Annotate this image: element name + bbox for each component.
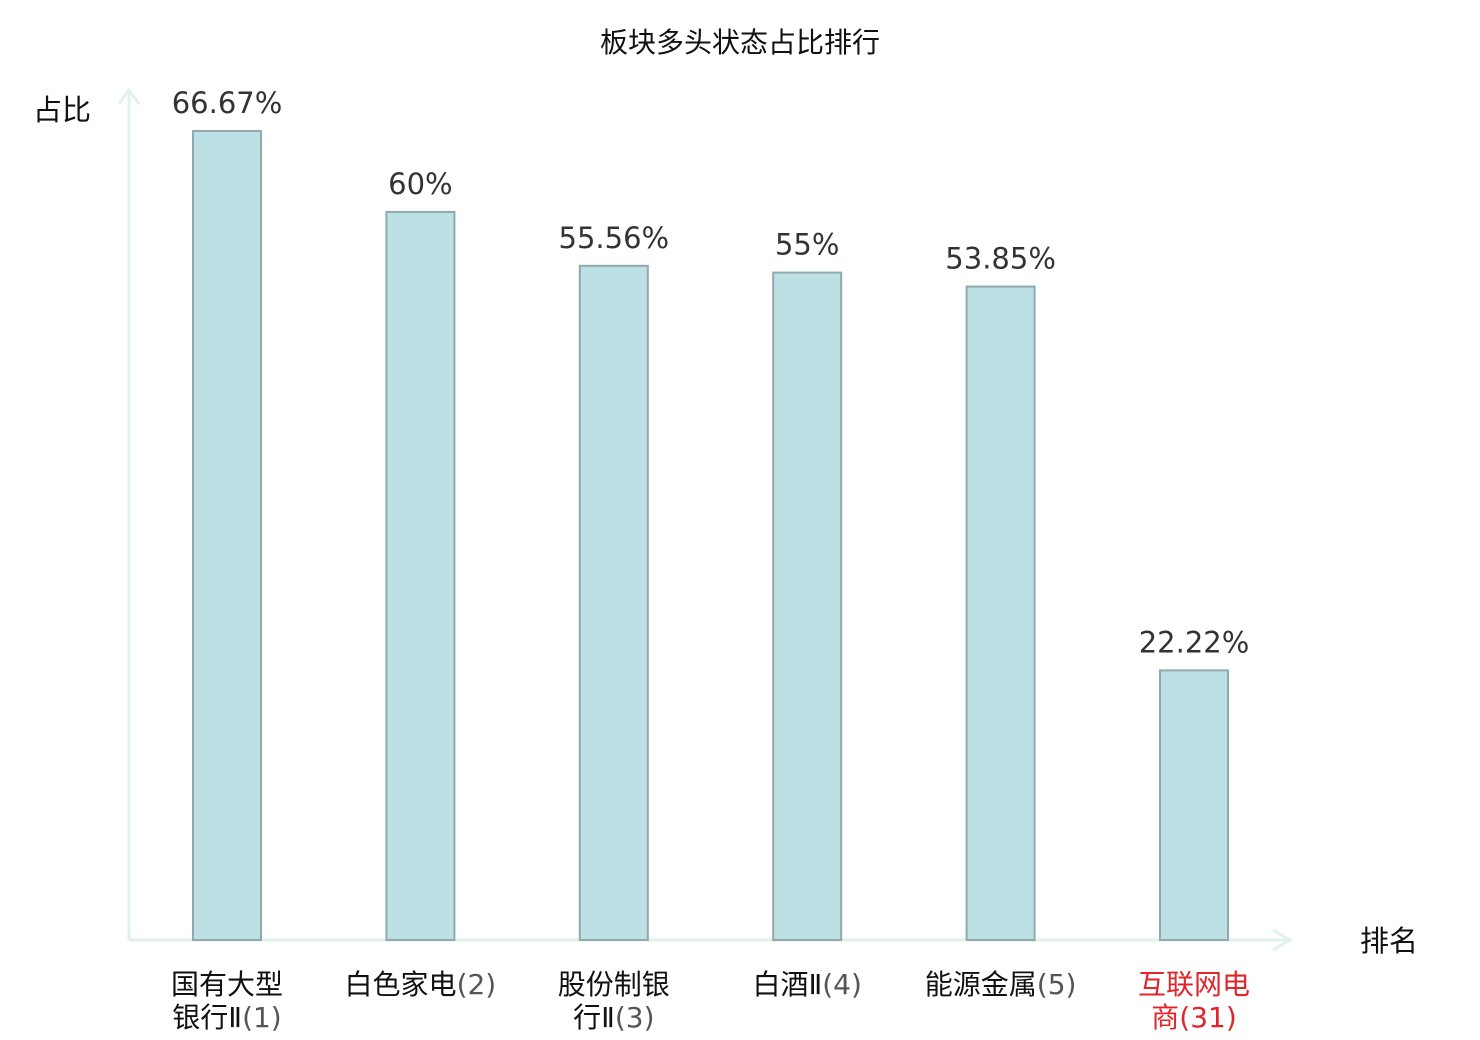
bar-6 — [1159, 669, 1229, 941]
value-label-5: 53.85% — [945, 242, 1056, 276]
y-axis-label: 占比 — [33, 93, 91, 127]
category-rank-4: (4) — [822, 968, 862, 1001]
bar-1 — [192, 130, 262, 941]
value-label-1: 66.67% — [172, 86, 283, 120]
category-text-6-line-2: 商(31) — [1151, 1001, 1237, 1034]
category-text-3-line-1: 股份制银 — [558, 968, 670, 1001]
category-rank-6: (31) — [1179, 1001, 1236, 1034]
value-label-2: 60% — [388, 167, 452, 201]
value-label-3: 55.56% — [559, 221, 670, 255]
category-text-5-line-1: 能源金属(5) — [925, 968, 1077, 1001]
category-text-4-line-1: 白酒Ⅱ(4) — [752, 968, 861, 1001]
category-text-1-line-1: 国有大型 — [171, 968, 283, 1001]
bars-group — [192, 130, 1229, 941]
category-rank-1: (1) — [242, 1001, 282, 1034]
value-labels-group: 66.67% 60% 55.56% 55% 53.85% 22.22% — [172, 86, 1250, 659]
category-rank-3: (3) — [615, 1001, 655, 1034]
category-text-6-line-1: 互联网电 — [1138, 968, 1250, 1001]
value-label-4: 55% — [775, 228, 839, 262]
y-axis — [117, 87, 141, 940]
category-label-2: 白色家电(2) — [345, 968, 497, 1001]
category-text-2-line-1: 白色家电(2) — [345, 968, 497, 1001]
chart-title: 板块多头状态占比排行 — [600, 26, 880, 59]
category-text-1-line-2: 银行Ⅱ(1) — [172, 1001, 281, 1034]
bar-3 — [578, 264, 649, 941]
x-axis — [129, 928, 1293, 952]
value-label-6: 22.22% — [1139, 625, 1250, 659]
category-label-4: 白酒Ⅱ(4) — [752, 968, 861, 1001]
bar-2 — [385, 210, 456, 941]
category-rank-2: (2) — [457, 968, 497, 1001]
category-label-5: 能源金属(5) — [925, 968, 1077, 1001]
x-axis-label: 排名 — [1360, 924, 1418, 958]
bar-5 — [965, 285, 1036, 941]
bar-4 — [772, 271, 843, 941]
category-text-3-line-2: 行Ⅱ(3) — [573, 1001, 654, 1034]
category-rank-5: (5) — [1037, 968, 1077, 1001]
